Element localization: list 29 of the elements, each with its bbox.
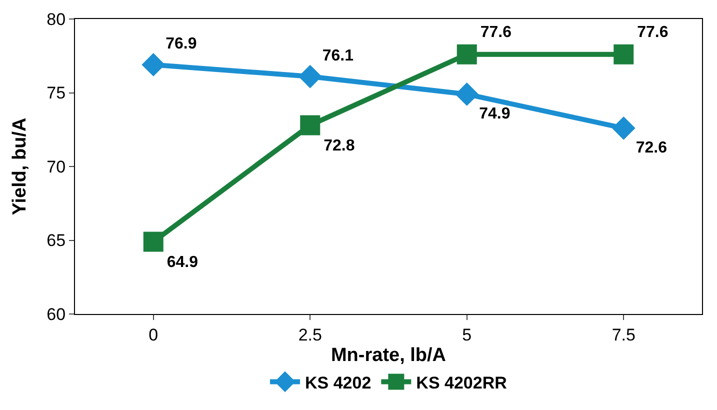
legend-label: KS 4202	[305, 373, 372, 392]
point	[298, 64, 322, 88]
data-label: 77.6	[480, 24, 512, 41]
legend-label: KS 4202RR	[416, 373, 507, 392]
y-tick-label: 60	[46, 304, 66, 324]
x-tick-label: 0	[148, 325, 158, 344]
data-label: 72.8	[324, 138, 355, 155]
data-label: 76.9	[166, 35, 197, 52]
point	[143, 232, 164, 252]
point	[300, 115, 320, 136]
y-tick-label: 80	[46, 10, 66, 29]
x-tick-label: 2.5	[298, 325, 322, 344]
data-label: 74.9	[479, 105, 510, 122]
y-tick-label: 75	[46, 84, 66, 103]
data-label: 72.6	[636, 139, 668, 156]
data-label: 77.6	[637, 24, 668, 41]
x-axis-title: Mn-rate, lb/A	[330, 345, 446, 366]
data-label: 64.9	[166, 254, 198, 272]
point	[612, 116, 636, 140]
y-tick-label: 70	[46, 157, 66, 176]
point	[456, 44, 477, 64]
point	[455, 82, 479, 106]
data-label: 76.1	[322, 47, 354, 64]
y-tick-label: 65	[46, 231, 66, 250]
point	[142, 53, 166, 76]
x-tick-label: 5	[462, 325, 472, 344]
point	[614, 44, 634, 64]
y-axis-title: Yield, bu/A	[10, 117, 31, 216]
x-tick-label: 7.5	[612, 325, 636, 344]
